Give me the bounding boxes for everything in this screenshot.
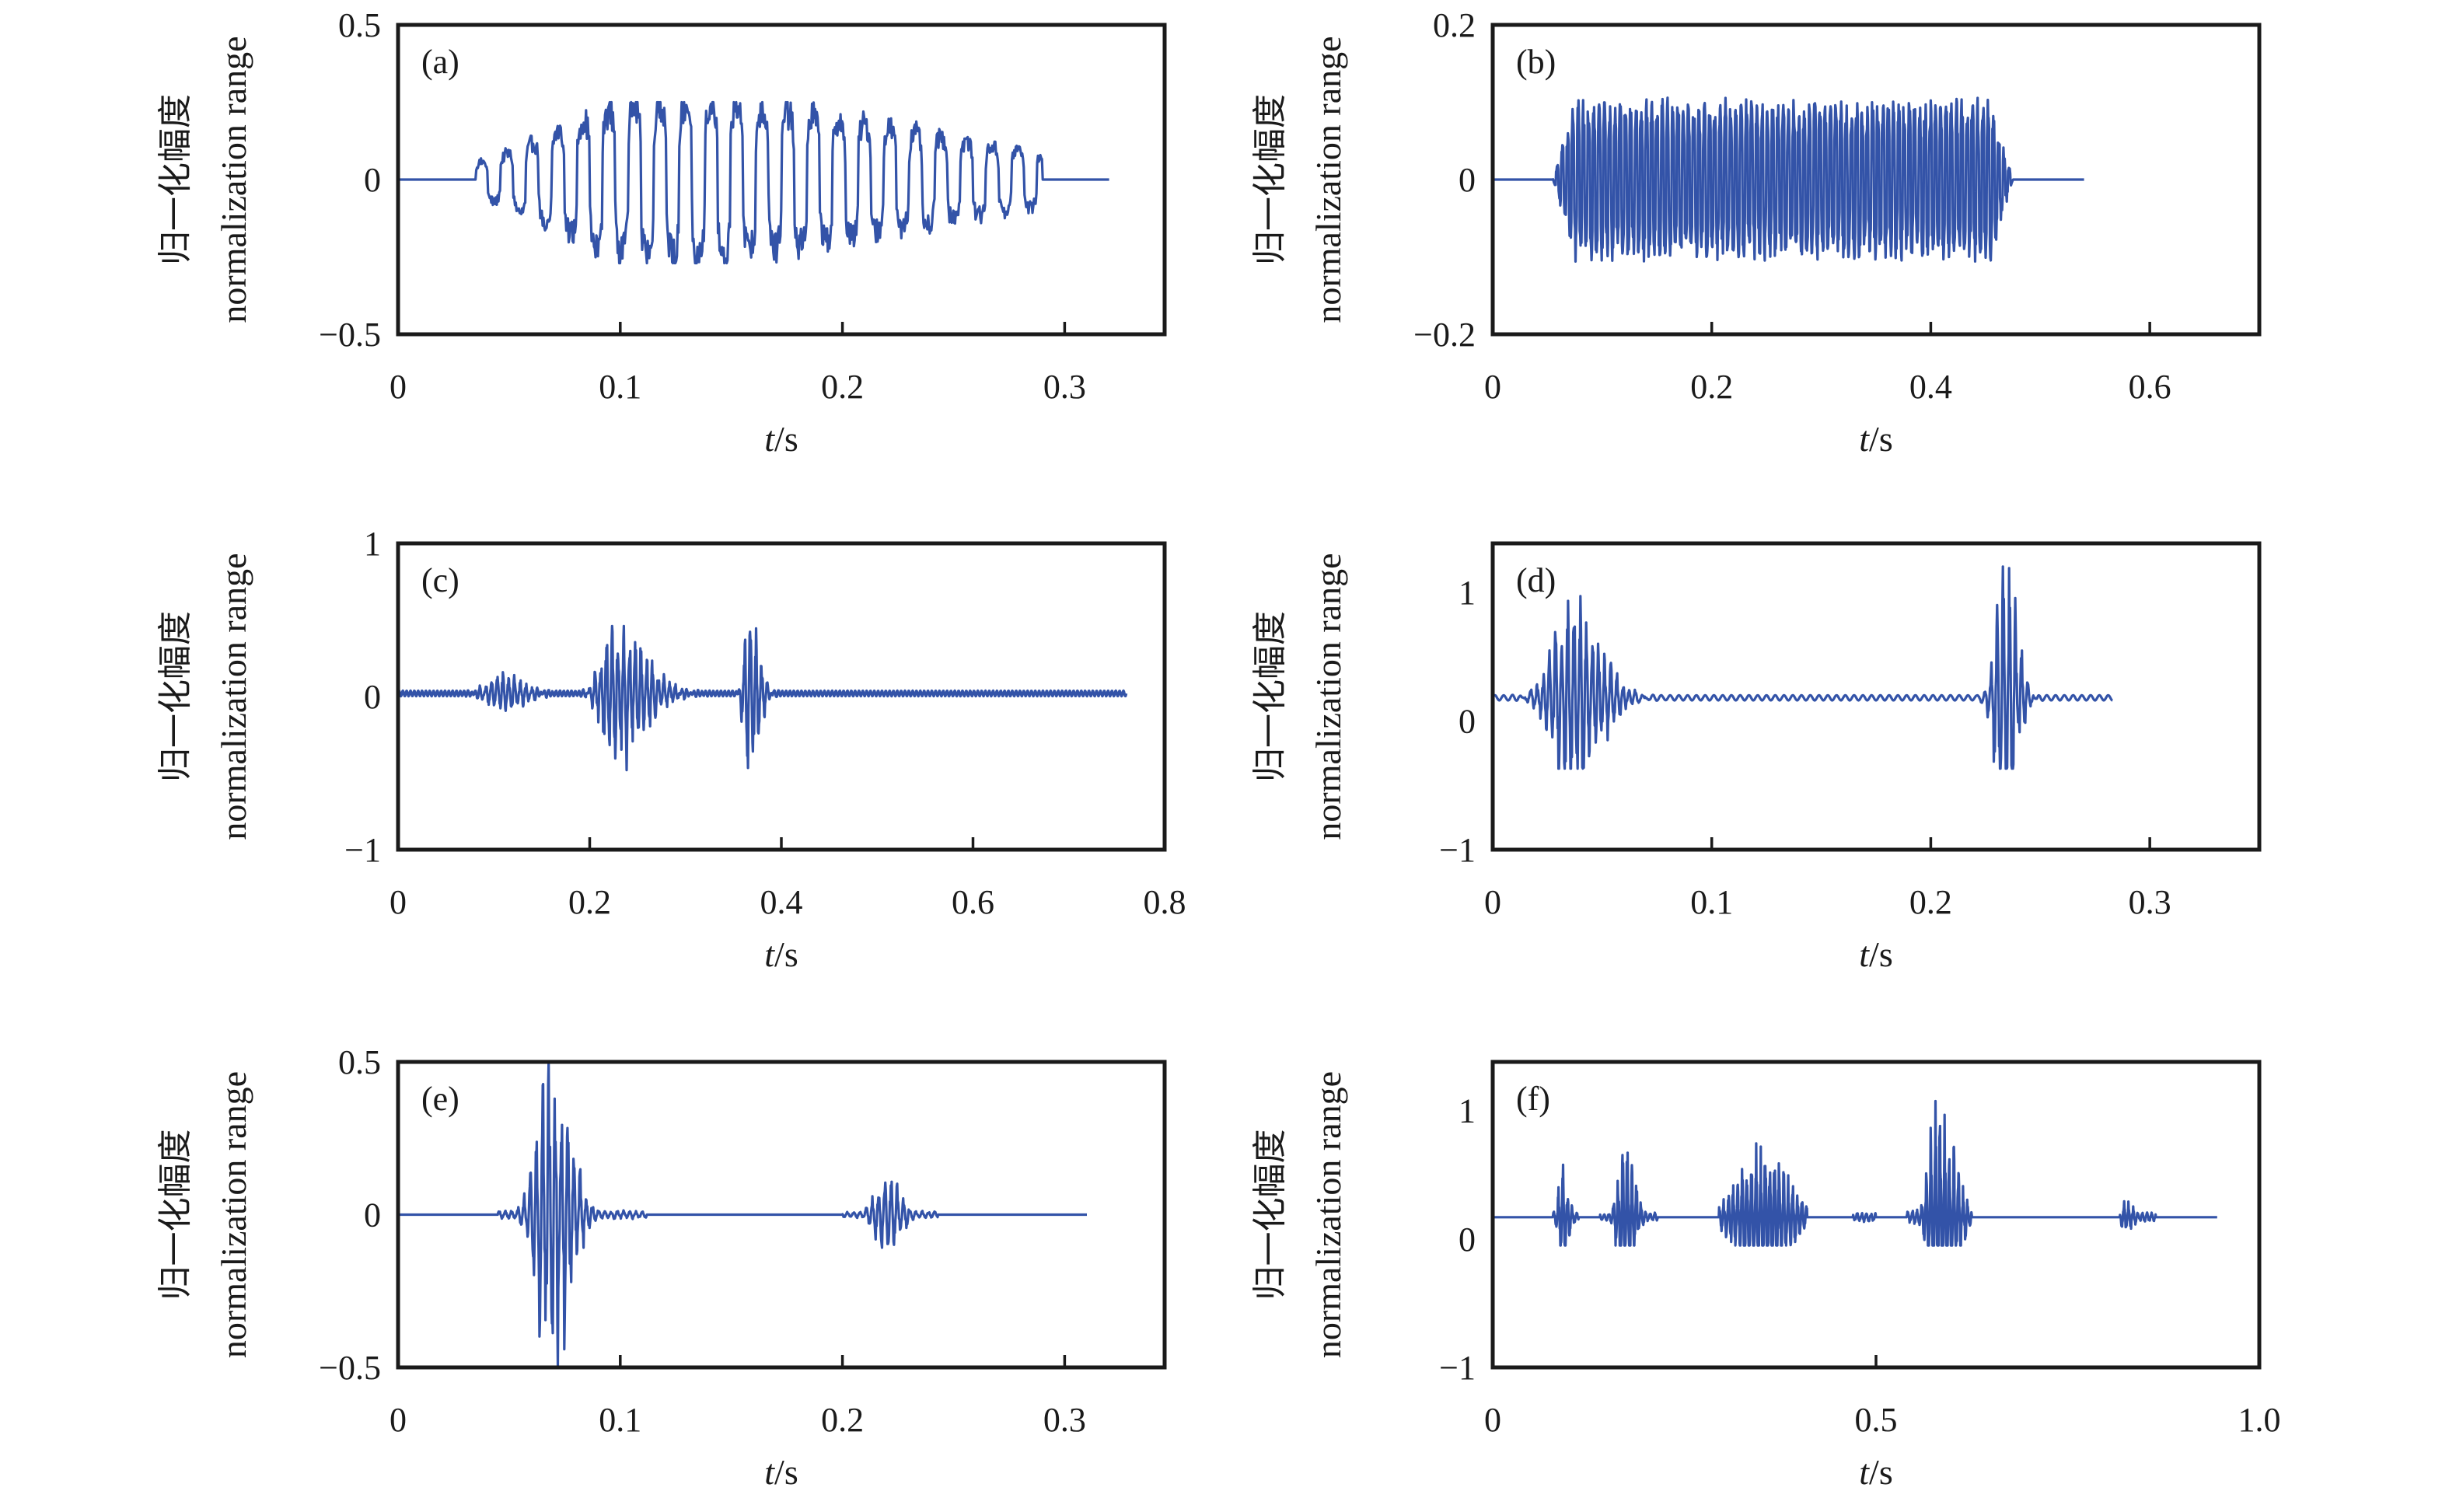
- x-tick-label: 0.4: [760, 883, 803, 921]
- x-tick-label: 1.0: [2238, 1401, 2281, 1439]
- y-axis-label-cn: 归一化幅度: [1250, 611, 1290, 782]
- y-axis-label-en: normalization range: [214, 36, 253, 323]
- x-tick-label: 0.2: [1909, 883, 1952, 921]
- panel-label: (b): [1516, 43, 1556, 81]
- axes-frame-b: [1490, 23, 2262, 337]
- x-tick-label: 0.1: [1690, 883, 1733, 921]
- y-tick-label: 0: [1459, 702, 1476, 740]
- y-axis-label-cn: 归一化幅度: [1250, 94, 1290, 265]
- x-axis-label: t/s: [1859, 1452, 1892, 1492]
- x-tick-label: 0.1: [599, 368, 641, 406]
- y-tick-label: 0.5: [338, 6, 381, 44]
- x-tick-label: 0.3: [2129, 883, 2171, 921]
- x-tick-label: 0.2: [568, 883, 611, 921]
- x-tick-label: 0.1: [599, 1401, 641, 1439]
- y-axis-label-cn: 归一化幅度: [155, 1130, 195, 1301]
- series-line-f: [1493, 1099, 2218, 1247]
- y-tick-label: −1: [1439, 1349, 1476, 1387]
- y-tick-label: −1: [344, 831, 381, 869]
- x-tick-label: 0.8: [1144, 883, 1186, 921]
- series-line-e: [398, 1062, 1088, 1367]
- y-axis-label-en: normalization range: [1308, 1071, 1348, 1358]
- series-line-c: [398, 624, 1128, 772]
- x-axis-label-unit: /s: [1869, 419, 1893, 459]
- x-tick-label: 0: [1484, 883, 1501, 921]
- x-tick-label: 0: [390, 883, 407, 921]
- x-axis-label-var: t: [1859, 1452, 1870, 1492]
- y-tick-label: 1: [1459, 1092, 1476, 1130]
- y-tick-label: 1: [1459, 574, 1476, 612]
- x-tick-label: 0.5: [1855, 1401, 1898, 1439]
- x-axis-label: t/s: [1859, 934, 1892, 974]
- x-tick-label: 0.4: [1909, 368, 1952, 406]
- x-tick-label: 0: [390, 1401, 407, 1439]
- x-axis-label: t/s: [764, 1452, 798, 1492]
- x-tick-label: 0.2: [821, 1401, 864, 1439]
- y-tick-label: −0.2: [1413, 316, 1476, 354]
- y-axis-label-en: normalization range: [214, 553, 253, 840]
- y-axis-label-cn: 归一化幅度: [1250, 1130, 1290, 1301]
- y-tick-label: 1: [364, 525, 381, 563]
- y-tick-label: 0: [364, 678, 381, 716]
- x-axis-label: t/s: [764, 934, 798, 974]
- x-axis-label: t/s: [764, 419, 798, 459]
- axes-frame-d: [1490, 541, 2262, 852]
- x-tick-label: 0.6: [2129, 368, 2171, 406]
- y-axis-label-cn: 归一化幅度: [155, 611, 195, 782]
- x-axis-label: t/s: [1859, 419, 1892, 459]
- axes-frame-e: [396, 1060, 1167, 1370]
- y-tick-label: 0: [1459, 161, 1476, 199]
- series-line-a: [398, 100, 1110, 265]
- y-axis-label-en: normalization range: [1308, 36, 1348, 323]
- y-axis-label-en: normalization range: [214, 1071, 253, 1358]
- y-tick-label: 0.5: [338, 1043, 381, 1081]
- series-line-d: [1493, 565, 2114, 770]
- x-axis-label-var: t: [1859, 419, 1870, 459]
- x-tick-label: 0: [1484, 1401, 1501, 1439]
- panel-label: (c): [421, 561, 459, 599]
- y-tick-label: −0.5: [319, 1349, 381, 1387]
- x-axis-label-unit: /s: [774, 419, 798, 459]
- panel-label: (d): [1516, 561, 1556, 599]
- panel-label: (a): [421, 43, 459, 81]
- x-axis-label-unit: /s: [1869, 934, 1893, 974]
- x-tick-label: 0: [1484, 368, 1501, 406]
- x-axis-label-var: t: [764, 1452, 775, 1492]
- y-tick-label: −0.5: [319, 316, 381, 354]
- y-tick-label: 0.2: [1433, 6, 1476, 44]
- y-tick-label: 0: [1459, 1220, 1476, 1259]
- x-axis-label-unit: /s: [774, 1452, 798, 1492]
- y-axis-label-cn: 归一化幅度: [155, 94, 195, 265]
- x-tick-label: 0.3: [1043, 1401, 1086, 1439]
- x-tick-label: 0: [390, 368, 407, 406]
- x-tick-label: 0.3: [1043, 368, 1086, 406]
- y-tick-label: 0: [364, 161, 381, 199]
- x-tick-label: 0.2: [821, 368, 864, 406]
- x-tick-label: 0.2: [1690, 368, 1733, 406]
- x-axis-label-unit: /s: [1869, 1452, 1893, 1492]
- x-axis-label-var: t: [764, 419, 775, 459]
- y-axis-label-en: normalization range: [1308, 553, 1348, 840]
- x-axis-label-unit: /s: [774, 934, 798, 974]
- series-line-b: [1493, 96, 2085, 263]
- x-axis-label-var: t: [764, 934, 775, 974]
- y-tick-label: −1: [1439, 831, 1476, 869]
- panel-label: (e): [421, 1080, 459, 1118]
- panel-label: (f): [1516, 1080, 1550, 1118]
- x-tick-label: 0.6: [952, 883, 994, 921]
- axes-frame-a: [396, 23, 1167, 337]
- x-axis-label-var: t: [1859, 934, 1870, 974]
- y-tick-label: 0: [364, 1196, 381, 1234]
